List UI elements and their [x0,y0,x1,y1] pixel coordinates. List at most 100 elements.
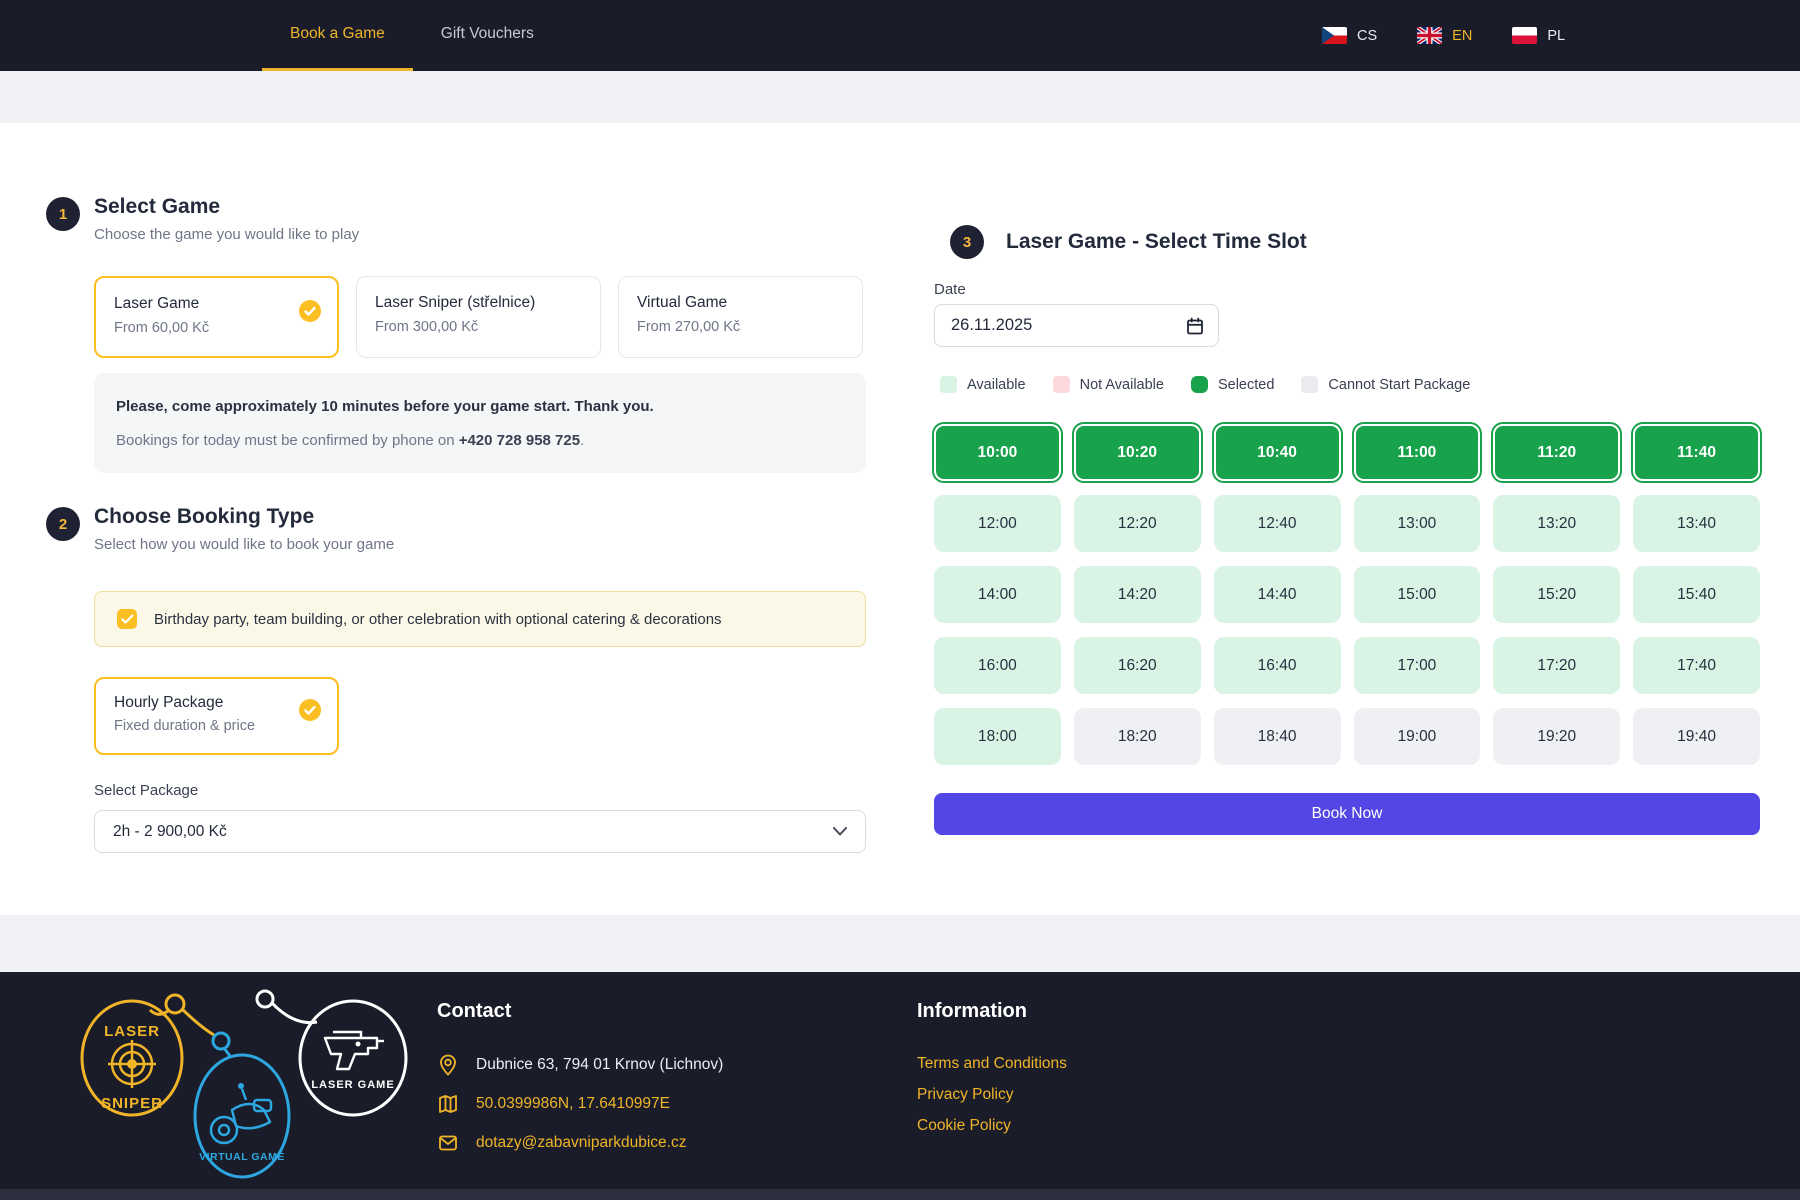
step1-title: Select Game [94,195,221,218]
date-input[interactable]: 26.11.2025 [934,304,1219,347]
selected-check-icon [299,300,321,322]
step2-subtitle: Select how you would like to book your g… [94,536,395,553]
time-slot-13:20[interactable]: 13:20 [1493,495,1621,552]
time-slot-17:00[interactable]: 17:00 [1353,637,1481,694]
step2-badge: 2 [46,507,80,541]
time-slot-14:20[interactable]: 14:20 [1073,566,1201,623]
time-slot-17:20[interactable]: 17:20 [1493,637,1621,694]
footer: LASER SNIPER VIRTUAL GAME LASER GAME [0,972,1800,1200]
time-slot-11:20[interactable]: 11:20 [1493,424,1621,481]
game-card-laser-game[interactable]: Laser Game From 60,00 Kč [94,276,339,358]
footer-information: Information Terms and Conditions Privacy… [917,1000,1067,1148]
selected-swatch-icon [1190,376,1208,393]
game-card-laser-sniper[interactable]: Laser Sniper (střelnice) From 300,00 Kč [356,276,601,358]
game-card-virtual-game[interactable]: Virtual Game From 270,00 Kč [618,276,863,358]
time-slot-17:40[interactable]: 17:40 [1633,637,1760,694]
calendar-icon[interactable] [1185,316,1205,336]
package-select[interactable]: 2h - 2 900,00 Kč [94,810,866,853]
cannot-start-swatch-icon [1301,376,1319,393]
pl-flag-icon [1512,27,1538,44]
time-slot-12:40[interactable]: 12:40 [1213,495,1341,552]
privacy-policy-link[interactable]: Privacy Policy [917,1086,1014,1103]
booking-notice: Please, come approximately 10 minutes be… [94,373,866,473]
time-slot-10:00[interactable]: 10:00 [934,424,1061,481]
check-icon [120,613,134,624]
footer-contact: Contact Dubnice 63, 794 01 Krnov (Lichno… [437,1000,723,1170]
step1-subtitle: Choose the game you would like to play [94,226,360,243]
time-slot-18:00[interactable]: 18:00 [934,708,1061,765]
chevron-down-icon [833,827,847,836]
available-swatch-icon [940,376,957,393]
time-slot-grid: 10:00 10:20 10:40 11:00 11:20 11:40 12:00 12:20… [934,424,1760,765]
time-slot-10:40[interactable]: 10:40 [1213,424,1341,481]
time-slot-13:00[interactable]: 13:00 [1353,495,1481,552]
date-label: Date [934,281,966,298]
information-heading: Information [917,1000,1027,1022]
time-slot-15:40[interactable]: 15:40 [1633,566,1760,623]
language-pl[interactable]: PL [1512,27,1565,44]
time-slot-12:20[interactable]: 12:20 [1073,495,1201,552]
legend-item-not-available: Not Available [1052,376,1164,393]
time-slot-16:40[interactable]: 16:40 [1213,637,1341,694]
language-en[interactable]: EN [1417,27,1472,44]
time-slot-14:00[interactable]: 14:00 [934,566,1061,623]
cookie-policy-link[interactable]: Cookie Policy [917,1117,1011,1134]
step1-badge: 1 [46,197,80,231]
time-slot-19:20: 19:20 [1493,708,1621,765]
time-slot-11:00[interactable]: 11:00 [1353,424,1481,481]
time-slot-16:20[interactable]: 16:20 [1073,637,1201,694]
legend-item-selected: Selected [1190,376,1274,393]
tab-book-a-game[interactable]: Book a Game [262,0,413,71]
time-slot-19:40: 19:40 [1633,708,1760,765]
footer-logos: LASER SNIPER VIRTUAL GAME LASER GAME [80,989,408,1179]
uk-flag-icon [1417,27,1443,44]
contact-coordinates-row: 50.0399986N, 17.6410997E [437,1092,723,1116]
contact-coordinates-link[interactable]: 50.0399986N, 17.6410997E [476,1095,670,1112]
location-pin-icon [440,1054,456,1076]
virtual-game-logo-icon: VIRTUAL GAME [193,1053,291,1179]
main-content: 1 Select Game Choose the game you would … [0,123,1800,915]
time-slot-14:40[interactable]: 14:40 [1213,566,1341,623]
contact-email-row: dotazy@zabavniparkdubice.cz [437,1131,723,1155]
time-slot-16:00[interactable]: 16:00 [934,637,1061,694]
top-band [0,71,1800,123]
cz-flag-icon [1322,27,1347,44]
language-cs[interactable]: CS [1322,27,1377,44]
svg-text:LASER GAME: LASER GAME [311,1079,394,1091]
top-navbar: Book a Game Gift Vouchers CS EN P [0,0,1800,71]
celebration-checkbox-row[interactable]: Birthday party, team building, or other … [94,591,866,647]
ornament-circle-icon [164,993,186,1015]
time-slot-19:00: 19:00 [1353,708,1481,765]
legend-item-available: Available [940,376,1026,393]
time-slot-11:40[interactable]: 11:40 [1633,424,1760,481]
step1-header: 1 Select Game Choose the game you would … [46,195,359,243]
svg-text:LASER: LASER [104,1023,160,1040]
step3-header: 3 Laser Game - Select Time Slot [950,225,1307,259]
laser-sniper-logo-icon: LASER SNIPER [80,999,184,1117]
time-slot-15:00[interactable]: 15:00 [1353,566,1481,623]
time-slot-12:00[interactable]: 12:00 [934,495,1061,552]
not-available-swatch-icon [1052,376,1070,393]
contact-email-link[interactable]: dotazy@zabavniparkdubice.cz [476,1134,687,1151]
envelope-icon [439,1135,457,1151]
book-now-button[interactable]: Book Now [934,793,1760,835]
package-card-hourly[interactable]: Hourly Package Fixed duration & price [94,677,339,755]
time-slot-18:20: 18:20 [1073,708,1201,765]
bottom-bar [0,1189,1800,1200]
time-slot-18:40: 18:40 [1213,708,1341,765]
svg-text:VIRTUAL GAME: VIRTUAL GAME [199,1151,285,1163]
step2-header: 2 Choose Booking Type Select how you wou… [46,505,394,553]
game-cards: Laser Game From 60,00 Kč Laser Sniper (s… [94,276,863,358]
time-slot-15:20[interactable]: 15:20 [1493,566,1621,623]
time-slot-10:20[interactable]: 10:20 [1073,424,1201,481]
language-switcher: CS EN PL [1322,0,1565,71]
svg-text:SNIPER: SNIPER [101,1095,163,1112]
celebration-checkbox[interactable] [117,609,137,629]
terms-and-conditions-link[interactable]: Terms and Conditions [917,1055,1067,1072]
laser-game-logo-icon: LASER GAME [298,999,408,1117]
contact-address-row: Dubnice 63, 794 01 Krnov (Lichnov) [437,1053,723,1077]
step3-badge: 3 [950,225,984,259]
time-slot-13:40[interactable]: 13:40 [1633,495,1760,552]
step3-title: Laser Game - Select Time Slot [1006,230,1307,253]
tab-gift-vouchers[interactable]: Gift Vouchers [440,25,534,42]
